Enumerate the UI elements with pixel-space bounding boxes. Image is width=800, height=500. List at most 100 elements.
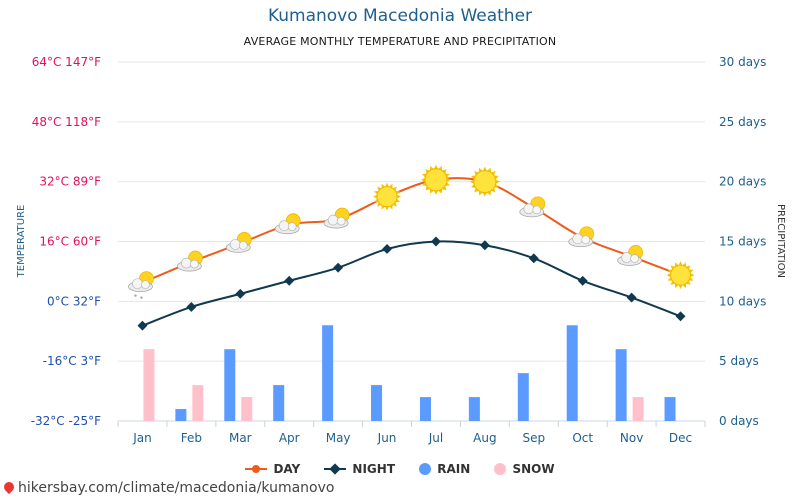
day-line-icon — [245, 463, 268, 475]
night-point — [431, 236, 441, 247]
x-tick-label: Jun — [377, 431, 397, 445]
sun-ray — [482, 166, 488, 171]
sun-cloud-icon — [225, 231, 252, 253]
sun-ray — [425, 185, 430, 191]
sun-ray — [471, 175, 476, 180]
sun-ray — [493, 175, 499, 180]
snow-bar — [632, 397, 644, 421]
rain-bar — [322, 325, 334, 421]
sun-ray — [438, 165, 443, 171]
source-link-text: hikersbay.com/climate/macedonia/kumanovo — [18, 480, 335, 496]
night-series-line — [142, 240, 681, 327]
cloud-puff — [141, 280, 150, 289]
chart-title: Kumanovo Macedonia Weather — [267, 6, 533, 26]
sun-ray — [478, 190, 483, 196]
sun-disc — [670, 264, 692, 286]
x-tick-label: Dec — [669, 431, 692, 445]
night-point — [235, 288, 246, 299]
y-tick-label: 0°C 32°F — [47, 294, 101, 308]
legend-item-night[interactable]: NIGHT — [324, 462, 395, 476]
legend-item-day[interactable]: DAY — [245, 462, 300, 476]
sun-ray — [422, 173, 427, 178]
cloud-puff — [630, 254, 639, 263]
rain-circle-icon — [419, 463, 432, 475]
source-link[interactable]: hikersbay.com/climate/macedonia/kumanovo — [1, 479, 335, 496]
snowflake — [134, 294, 137, 297]
cloud-puff — [287, 222, 297, 231]
sun-ray — [438, 188, 443, 194]
sun-cloud-icon — [568, 226, 595, 248]
sun-ray — [429, 165, 434, 171]
sun-ray — [678, 261, 683, 266]
cloud-puff — [132, 278, 143, 289]
cloud-puff — [581, 235, 591, 245]
sun-ray — [442, 169, 447, 174]
chart-subtitle: AVERAGE MONTHLY TEMPERATURE AND PRECIPIT… — [243, 35, 557, 48]
x-tick-label: Jan — [132, 431, 152, 445]
sun-ray — [425, 169, 430, 174]
sun-ray — [445, 173, 450, 178]
sun-cloud-icon — [617, 245, 644, 266]
sun-ray — [420, 177, 426, 182]
x-tick-label: Oct — [572, 431, 593, 445]
cloud-puff — [229, 239, 241, 250]
sun-ray — [670, 280, 676, 286]
sun-ray — [392, 202, 397, 207]
sun-icon — [469, 166, 500, 197]
sun-cloud-icon — [323, 207, 350, 229]
cloud-puff — [238, 241, 248, 250]
night-point — [528, 253, 539, 264]
sun-ray — [377, 202, 382, 207]
sun-ray — [490, 171, 496, 176]
rain-bar — [664, 397, 676, 421]
sun-icon — [420, 164, 451, 195]
rain-bar — [468, 397, 480, 421]
sun-ray — [670, 265, 676, 270]
sun-ray — [474, 187, 479, 193]
legend-label-rain: RAIN — [437, 462, 471, 476]
x-tick-label: Feb — [181, 431, 202, 445]
y2-axis-title: PRECIPITATION — [775, 204, 786, 278]
y2-tick-label: 25 days — [719, 115, 766, 129]
legend-item-snow[interactable]: SNOW — [494, 462, 555, 476]
sun-ray — [678, 284, 683, 290]
sun-disc — [376, 186, 398, 208]
sun-ray — [433, 164, 439, 170]
sun-disc — [424, 168, 448, 192]
sun-ray — [486, 190, 492, 196]
cloud-puff — [278, 220, 290, 231]
sun-ray — [442, 185, 447, 191]
sun-ray — [666, 273, 671, 278]
sun-icon — [666, 261, 695, 290]
y2-tick-label: 30 days — [719, 55, 766, 69]
sun-icon — [373, 182, 402, 211]
y-tick-label: -16°C 3°F — [43, 354, 101, 368]
y2-tick-label: 5 days — [719, 354, 759, 368]
sun-cloud-icon — [176, 250, 203, 272]
sun-cloud-icon — [274, 213, 301, 235]
cloud-puff — [572, 233, 584, 245]
sun-cloud-icon — [519, 196, 546, 218]
y2-tick-label: 10 days — [719, 294, 766, 308]
rain-bar — [615, 349, 627, 421]
sun-ray — [495, 179, 500, 184]
x-tick-label: Aug — [473, 431, 496, 445]
cloud-puff — [190, 259, 199, 269]
snow-circle-icon — [494, 463, 507, 475]
sun-ray — [392, 186, 397, 192]
sun-ray — [482, 192, 488, 197]
legend-label-snow: SNOW — [512, 462, 555, 476]
rain-bar — [175, 409, 187, 421]
sun-ray — [429, 188, 434, 194]
cloud-puff — [327, 214, 339, 226]
y-tick-label: -32°C -25°F — [31, 414, 101, 428]
rain-bar — [273, 385, 285, 421]
night-point — [186, 301, 197, 312]
sun-ray — [471, 183, 476, 188]
legend-item-rain[interactable]: RAIN — [419, 462, 470, 476]
y-axis-title: TEMPERATURE — [16, 205, 27, 279]
night-point — [333, 262, 344, 273]
day-series-line — [142, 177, 681, 284]
cloud-snow-icon — [128, 271, 154, 299]
